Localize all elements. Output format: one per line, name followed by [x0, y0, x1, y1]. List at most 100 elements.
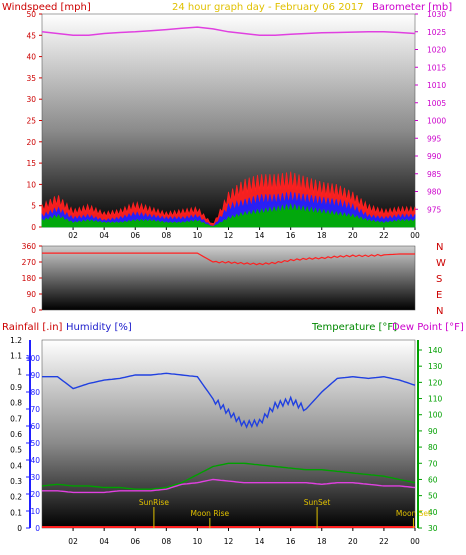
barometer-tick-label: 1015	[427, 63, 446, 72]
windspeed-tick-label: 50	[26, 10, 36, 19]
top-x-tick-label: 12	[224, 231, 234, 240]
rainfall-tick-label: 0.4	[10, 461, 22, 470]
humidity-tick-label: 100	[26, 354, 41, 363]
direction-tick-label: 270	[22, 258, 37, 267]
barometer-tick-label: 985	[427, 170, 442, 179]
bottom-x-tick-label: 22	[379, 537, 389, 546]
bottom-x-tick-label: 16	[286, 537, 296, 546]
compass-n-top: N	[436, 242, 443, 253]
rainfall-tick-label: 0.9	[10, 383, 22, 392]
direction-tick-label: 90	[26, 290, 36, 299]
bottom-x-tick-label: 10	[193, 537, 203, 546]
windspeed-tick-label: 30	[26, 95, 36, 104]
dewpoint-axis-label: Dew Point [°F]	[392, 322, 464, 333]
temperature-tick-label: 110	[428, 395, 443, 404]
direction-tick-label: 180	[22, 274, 37, 283]
humidity-tick-label: 90	[30, 371, 40, 380]
top-x-tick-label: 18	[317, 231, 327, 240]
annotation-label: SunRise	[139, 498, 169, 507]
dew-point-line	[42, 478, 416, 494]
temperature-tick-label: 80	[428, 443, 438, 452]
top-x-tick-label: 02	[68, 231, 78, 240]
top-x-tick-label: 00	[410, 231, 420, 240]
temperature-tick-label: 30	[428, 524, 438, 533]
barometer-tick-label: 980	[427, 188, 442, 197]
barometer-tick-label: 1000	[427, 117, 446, 126]
bottom-x-tick-label: 14	[255, 537, 265, 546]
humidity-tick-label: 20	[30, 490, 40, 499]
bottom-x-tick-label: 02	[68, 537, 78, 546]
rainfall-tick-label: 1.1	[10, 352, 22, 361]
temperature-tick-label: 120	[428, 378, 443, 387]
barometer-tick-label: 1030	[427, 10, 446, 19]
humidity-tick-label: 70	[30, 405, 40, 414]
windspeed-tick-label: 10	[26, 180, 36, 189]
bottom-x-tick-label: 18	[317, 537, 327, 546]
compass-n-bottom: N	[436, 306, 443, 317]
humidity-tick-label: 60	[30, 422, 40, 431]
rainfall-tick-label: 0.6	[10, 430, 22, 439]
bottom-plot-area	[41, 339, 416, 529]
rainfall-tick-label: 1	[17, 367, 22, 376]
temperature-tick-label: 50	[428, 492, 438, 501]
bottom-x-tick-label: 12	[224, 537, 234, 546]
windspeed-tick-label: 0	[31, 223, 36, 232]
top-x-tick-label: 10	[193, 231, 203, 240]
barometer-tick-label: 1010	[427, 81, 446, 90]
humidity-tick-label: 0	[35, 524, 40, 533]
rainfall-axis-label: Rainfall [.in]	[2, 322, 63, 333]
top-x-tick-label: 20	[348, 231, 358, 240]
annotation-label: Moon Rise	[191, 509, 230, 518]
windspeed-axis-label: Windspeed [mph]	[2, 2, 91, 13]
windspeed-tick-label: 20	[26, 138, 36, 147]
top-x-tick-label: 14	[255, 231, 265, 240]
temperature-line	[41, 462, 416, 490]
wind-direction-line	[42, 252, 415, 266]
temperature-tick-label: 90	[428, 427, 438, 436]
barometer-tick-label: 1025	[427, 28, 446, 37]
top-plot-area	[41, 13, 416, 228]
humidity-tick-label: 40	[30, 456, 40, 465]
humidity-line	[42, 372, 416, 429]
rainfall-tick-label: 0.5	[10, 446, 22, 455]
windspeed-tick-label: 15	[26, 159, 36, 168]
humidity-tick-label: 80	[30, 388, 40, 397]
rainfall-tick-label: 0.7	[10, 414, 22, 423]
temperature-tick-label: 100	[428, 411, 443, 420]
humidity-axis-label: Humidity [%]	[66, 322, 132, 333]
windspeed-tick-label: 40	[26, 53, 36, 62]
rainfall-tick-label: 1.2	[10, 336, 22, 345]
compass-e: E	[436, 290, 442, 301]
temperature-tick-label: 130	[428, 362, 443, 371]
barometer-axis-label: Barometer [mb]	[372, 2, 452, 13]
windspeed-tick-label: 45	[26, 31, 36, 40]
temperature-tick-label: 40	[428, 508, 438, 517]
windspeed-tick-label: 5	[31, 202, 36, 211]
temperature-axis-label: Temperature [°F]	[311, 322, 397, 333]
humidity-tick-label: 30	[30, 473, 40, 482]
temperature-tick-label: 60	[428, 475, 438, 484]
top-x-tick-label: 08	[162, 231, 172, 240]
bottom-x-tick-label: 00	[410, 537, 420, 546]
barometer-tick-label: 1005	[427, 99, 446, 108]
humidity-tick-label: 10	[30, 507, 40, 516]
wind-series-2-area	[41, 202, 416, 228]
graph-title: 24 hour graph day - February 06 2017	[172, 2, 364, 13]
rainfall-tick-label: 0.1	[10, 508, 22, 517]
wind-direction-plot-area	[41, 245, 416, 311]
rainfall-tick-label: 0.3	[10, 477, 22, 486]
rainfall-tick-label: 0.2	[10, 493, 22, 502]
top-x-tick-label: 22	[379, 231, 389, 240]
bottom-x-tick-label: 06	[130, 537, 140, 546]
bottom-x-tick-label: 08	[162, 537, 172, 546]
compass-s: S	[436, 274, 442, 285]
direction-tick-label: 360	[22, 242, 37, 251]
compass-w: W	[436, 258, 446, 269]
top-x-tick-label: 16	[286, 231, 296, 240]
direction-tick-label: 0	[31, 306, 36, 315]
annotation-label: SunSet	[304, 498, 331, 507]
rainfall-tick-label: 0.8	[10, 399, 22, 408]
temperature-tick-label: 140	[428, 346, 443, 355]
